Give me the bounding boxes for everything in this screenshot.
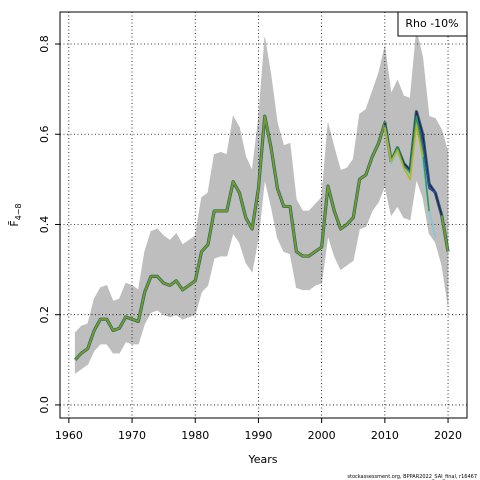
- confidence-band: [169, 232, 177, 318]
- confidence-band: [213, 151, 221, 259]
- x-tick-label: 1970: [118, 429, 146, 442]
- confidence-band: [346, 158, 354, 266]
- x-tick-label: 2020: [434, 429, 462, 442]
- annotation: Rho -10%: [405, 17, 458, 30]
- y-tick-label: 0.6: [38, 126, 51, 144]
- confidence-band: [232, 115, 240, 244]
- confidence-band: [296, 198, 303, 291]
- confidence-band: [245, 156, 253, 273]
- confidence-band: [308, 203, 316, 291]
- y-axis-label-sub: 4−8: [14, 203, 23, 220]
- confidence-band: [359, 108, 367, 230]
- series-line: [384, 124, 424, 181]
- confidence-band: [182, 239, 190, 320]
- x-tick-label: 1960: [55, 429, 83, 442]
- plot-area: [60, 12, 467, 418]
- y-tick-label: 0.2: [38, 306, 51, 324]
- y-axis-label-main: F̄: [8, 220, 21, 226]
- confidence-band: [150, 228, 158, 313]
- confidence-band: [112, 298, 120, 354]
- x-tick-label: 1980: [181, 429, 209, 442]
- confidence-band: [340, 167, 348, 271]
- source: stockassessment.org, BPPAR2022_SAI_final…: [347, 474, 477, 480]
- x-tick-label: 2000: [308, 429, 336, 442]
- y-tick-label: 0.4: [38, 216, 51, 234]
- confidence-band: [188, 235, 196, 318]
- confidence-band: [157, 228, 164, 316]
- confidence-band: [163, 235, 171, 318]
- annotation-box: [397, 11, 468, 37]
- y-tick-label: 0.8: [38, 35, 51, 53]
- x-tick-label: 2010: [371, 429, 399, 442]
- x-axis-label: Years: [247, 453, 277, 466]
- confidence-band: [81, 323, 89, 370]
- confidence-band: [302, 210, 310, 291]
- confidence-band: [403, 95, 411, 221]
- plot-frame: [59, 11, 468, 419]
- confidence-band: [220, 151, 228, 257]
- confidence-band: [175, 232, 183, 320]
- confidence-band: [125, 282, 133, 345]
- confidence-band: [74, 325, 82, 374]
- y-axis-label: F̄4−8: [8, 203, 23, 226]
- x-tick-label: 1990: [244, 429, 272, 442]
- confidence-band: [283, 142, 291, 255]
- y-tick-label: 0.0: [38, 396, 51, 414]
